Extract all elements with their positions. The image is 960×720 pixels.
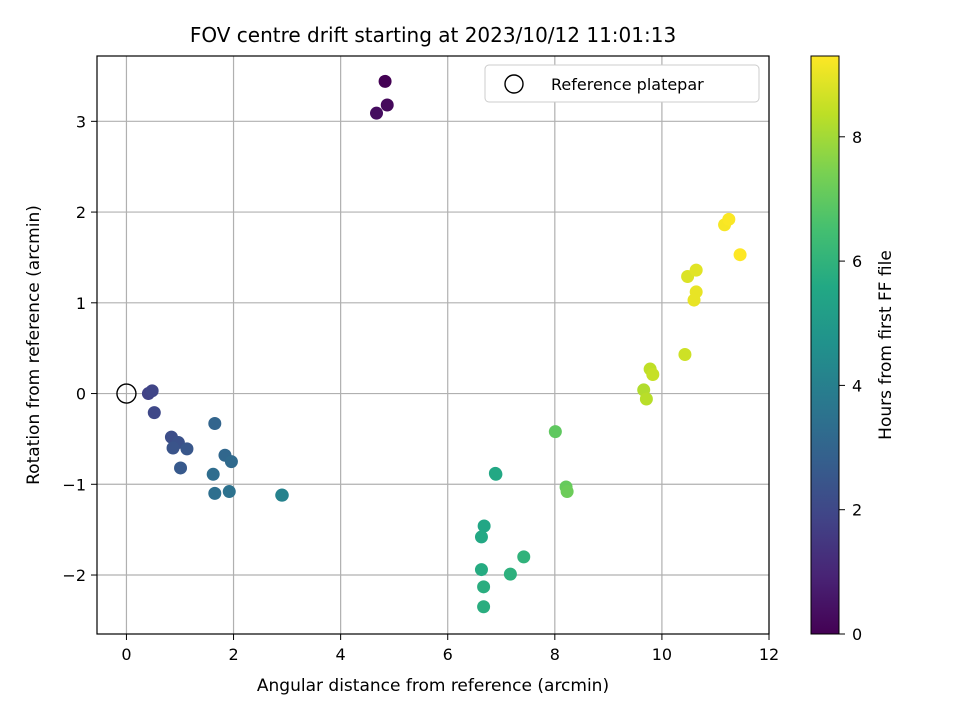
data-point bbox=[474, 530, 488, 544]
data-point bbox=[560, 485, 574, 499]
data-point bbox=[206, 467, 220, 481]
x-tick-label: 8 bbox=[550, 645, 560, 664]
colorbar-gradient bbox=[811, 56, 839, 634]
reference-marker-layer bbox=[116, 383, 137, 404]
data-point bbox=[678, 348, 692, 362]
data-point bbox=[275, 488, 289, 502]
data-point bbox=[477, 600, 491, 614]
data-point bbox=[208, 416, 222, 430]
data-point bbox=[174, 461, 188, 475]
data-point bbox=[548, 425, 562, 439]
data-point bbox=[222, 485, 236, 499]
plot-frame bbox=[96, 55, 770, 635]
colorbar-tick-label: 4 bbox=[852, 376, 862, 395]
x-tick-label: 6 bbox=[443, 645, 453, 664]
legend-label: Reference platepar bbox=[551, 75, 704, 94]
data-point bbox=[733, 248, 747, 262]
data-point bbox=[477, 580, 491, 594]
data-point bbox=[689, 263, 703, 277]
x-tick-label: 12 bbox=[759, 645, 779, 664]
x-ticks: 0 2 4 6 8 10 12 bbox=[121, 634, 779, 664]
data-point bbox=[145, 384, 159, 398]
legend-marker bbox=[504, 74, 524, 94]
x-tick-label: 0 bbox=[121, 645, 131, 664]
x-axis-label: Angular distance from reference (arcmin) bbox=[257, 676, 609, 696]
data-point bbox=[646, 367, 660, 381]
data-point bbox=[639, 392, 653, 406]
legend: Reference platepar bbox=[484, 64, 760, 103]
x-tick-label: 2 bbox=[228, 645, 238, 664]
data-point bbox=[378, 74, 392, 88]
y-ticks: −2 −1 0 1 2 3 bbox=[62, 112, 97, 585]
colorbar-tick-label: 6 bbox=[852, 252, 862, 271]
data-point bbox=[474, 563, 488, 577]
x-tick-label: 10 bbox=[652, 645, 672, 664]
colorbar: 0 2 4 6 8 Hours from first FF file bbox=[810, 55, 896, 644]
x-tick-label: 4 bbox=[336, 645, 346, 664]
data-point bbox=[180, 442, 194, 456]
data-point bbox=[208, 486, 222, 500]
data-point bbox=[687, 293, 701, 307]
y-tick-label: −2 bbox=[62, 566, 86, 585]
colorbar-tick-label: 8 bbox=[852, 128, 862, 147]
data-point bbox=[370, 106, 384, 120]
grid bbox=[97, 56, 770, 634]
colorbar-tick-label: 0 bbox=[852, 625, 862, 644]
data-point bbox=[224, 455, 238, 469]
data-point bbox=[166, 441, 180, 455]
data-point bbox=[722, 212, 736, 226]
y-tick-label: −1 bbox=[62, 475, 86, 494]
data-point bbox=[380, 98, 394, 112]
data-point bbox=[489, 467, 503, 481]
reference-platepar-marker bbox=[116, 383, 137, 404]
colorbar-ticks: 0 2 4 6 8 bbox=[839, 128, 862, 644]
legend-box bbox=[484, 64, 760, 103]
data-point bbox=[517, 550, 531, 564]
colorbar-frame bbox=[810, 55, 840, 635]
data-point bbox=[477, 519, 491, 533]
data-points bbox=[141, 74, 747, 614]
y-tick-label: 1 bbox=[76, 294, 86, 313]
y-tick-label: 0 bbox=[76, 385, 86, 404]
y-axis-label: Rotation from reference (arcmin) bbox=[24, 205, 44, 485]
y-tick-label: 3 bbox=[76, 112, 86, 131]
data-point bbox=[503, 567, 517, 581]
y-tick-label: 2 bbox=[76, 203, 86, 222]
data-point bbox=[147, 406, 161, 420]
chart-title: FOV centre drift starting at 2023/10/12 … bbox=[190, 23, 676, 47]
colorbar-label: Hours from first FF file bbox=[876, 250, 896, 440]
colorbar-tick-label: 2 bbox=[852, 501, 862, 520]
